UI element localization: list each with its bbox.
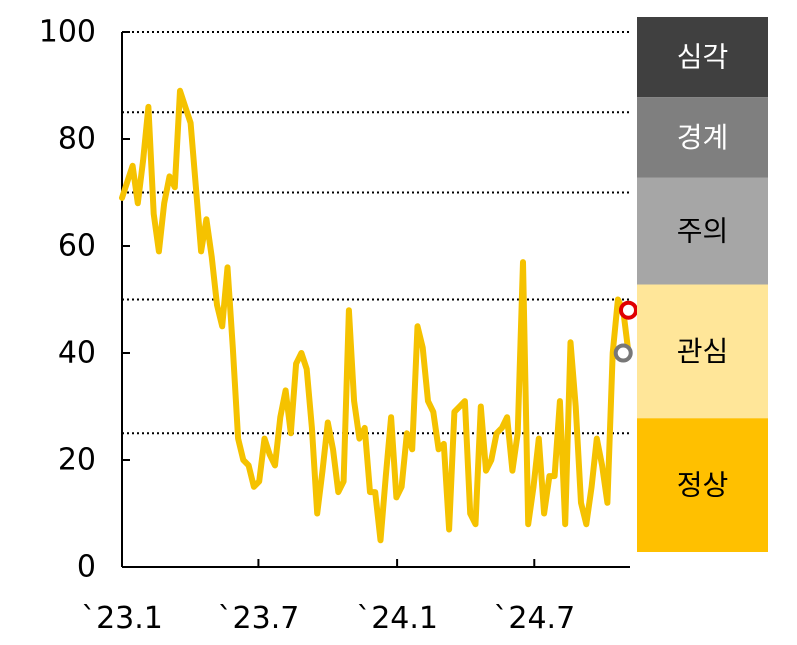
level-band-label: 주의 — [677, 215, 729, 248]
x-axis-ticks: `23.1 `23.7 `24.1 `24.7 — [81, 559, 575, 636]
x-tick-label: `24.1 — [356, 601, 438, 636]
level-band — [637, 177, 768, 285]
series-group — [119, 87, 632, 544]
level-band — [637, 17, 768, 98]
y-tick-label: 20 — [58, 443, 96, 478]
level-band-label: 경계 — [677, 121, 729, 154]
y-tick-label: 80 — [58, 122, 96, 157]
level-band-label: 심각 — [677, 41, 729, 74]
data-point-marker-0 — [613, 343, 633, 363]
series-line-0 — [119, 87, 632, 544]
y-tick-label: 0 — [77, 550, 96, 585]
level-band-label: 관심 — [677, 335, 729, 368]
latest-markers — [613, 300, 638, 363]
y-tick-label: 60 — [58, 229, 96, 264]
level-band-label: 정상 — [677, 469, 729, 502]
level-band — [637, 284, 768, 419]
data-point-marker-1 — [618, 300, 638, 320]
x-tick-label: `24.7 — [493, 601, 575, 636]
x-tick-label: `23.1 — [81, 601, 163, 636]
axes — [121, 32, 630, 568]
level-band — [637, 418, 768, 552]
y-tick-label: 40 — [58, 336, 96, 371]
level-band — [637, 97, 768, 178]
y-axis-ticks: 0 20 40 60 80 100 — [39, 15, 130, 585]
y-tick-label: 100 — [39, 15, 96, 50]
x-tick-label: `23.7 — [218, 601, 300, 636]
